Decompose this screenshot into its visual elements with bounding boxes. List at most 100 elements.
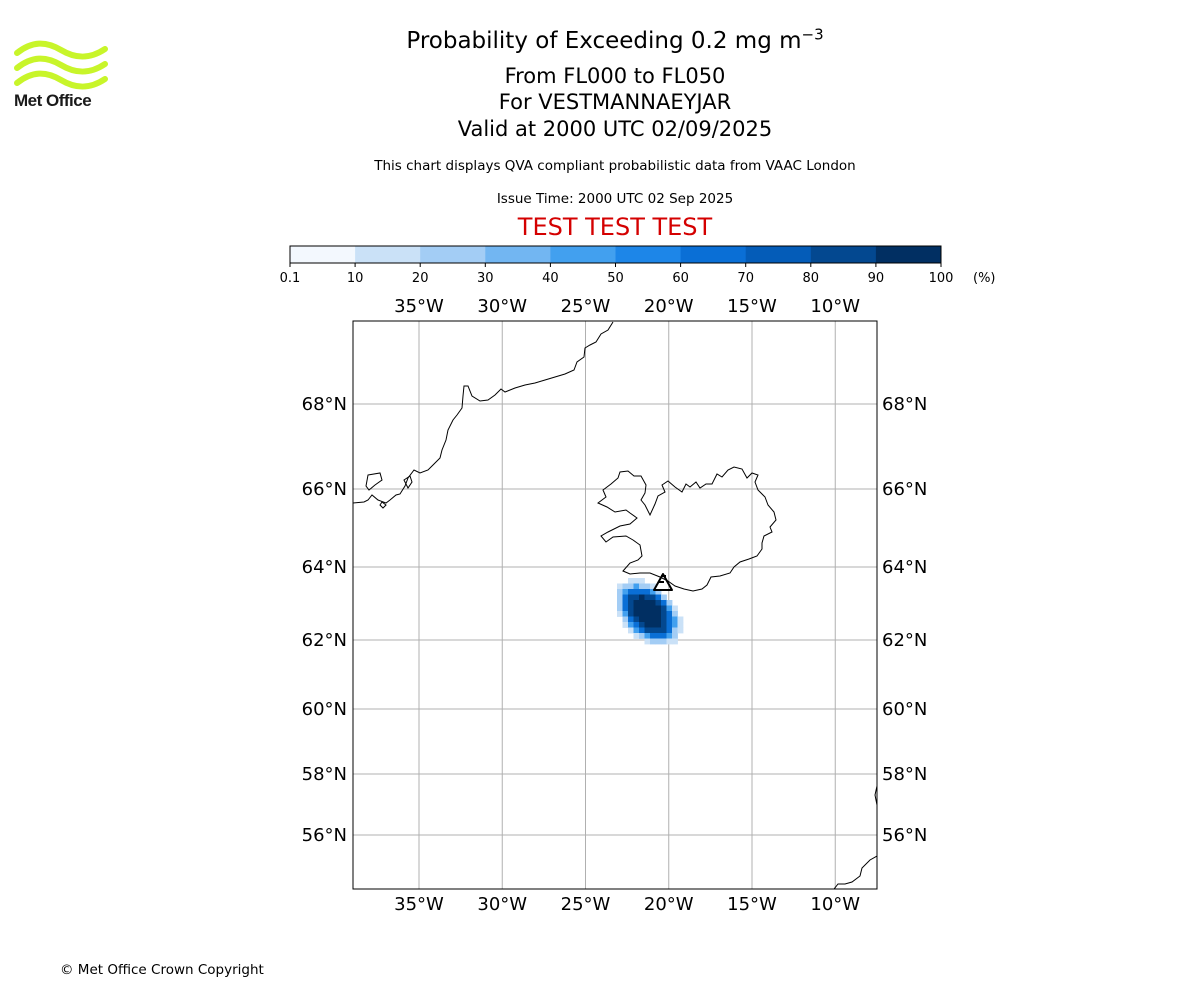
probability-cell <box>633 633 640 639</box>
probability-cell <box>655 589 662 595</box>
latitude-label: 56°N <box>882 825 927 846</box>
iceland-coastline <box>597 466 777 592</box>
probability-cell <box>650 616 656 623</box>
probability-cell <box>622 589 629 595</box>
probability-cell <box>639 594 645 601</box>
probability-cell <box>666 627 673 634</box>
probability-cell <box>639 627 645 634</box>
longitude-label: 20°W <box>644 894 694 915</box>
latitude-label: 68°N <box>302 394 347 415</box>
probability-cell <box>655 594 662 601</box>
probability-cell <box>666 616 673 623</box>
probability-cell <box>622 605 629 612</box>
colorbar-tick-label: 40 <box>542 271 559 286</box>
colorbar-swatch <box>290 246 356 263</box>
colorbar-swatch <box>875 246 942 263</box>
colorbar-swatch <box>680 246 747 263</box>
colorbar: 0.1 10 20 30 40 50 60 70 80 90 100 (%) <box>280 245 996 286</box>
colorbar-tick-label: 0.1 <box>280 271 301 286</box>
probability-cell <box>622 622 629 628</box>
probability-cell <box>672 627 678 634</box>
probability-cell <box>633 589 640 595</box>
probability-cell <box>639 583 645 590</box>
longitude-label: 20°W <box>644 296 694 317</box>
latitude-label: 60°N <box>882 699 927 720</box>
chart-title: Probability of Exceeding 0.2 mg m−3 <box>406 25 824 54</box>
probability-cell <box>655 627 662 634</box>
probability-cell <box>633 616 640 623</box>
probability-cell <box>639 589 645 595</box>
met-office-logo <box>14 40 108 90</box>
colorbar-tick-label: 50 <box>607 271 624 286</box>
probability-cell <box>628 594 634 601</box>
probability-cell <box>628 578 634 584</box>
probability-cell <box>622 600 629 606</box>
probability-cell <box>622 611 629 617</box>
graticule <box>353 321 877 889</box>
probability-cell <box>644 622 651 628</box>
probability-cell <box>661 594 667 601</box>
probability-cell <box>644 589 651 595</box>
probability-cell <box>628 622 634 628</box>
longitude-label: 10°W <box>810 894 860 915</box>
probability-cell <box>650 583 656 590</box>
colorbar-tick-label: 70 <box>737 271 754 286</box>
colorbar-swatch <box>420 246 486 263</box>
longitude-label: 25°W <box>561 894 611 915</box>
longitude-label: 30°W <box>477 894 527 915</box>
latitude-label: 58°N <box>302 764 347 785</box>
probability-cell <box>666 633 673 639</box>
latitude-label: 62°N <box>882 630 927 651</box>
probability-cell <box>661 633 667 639</box>
probability-cell <box>617 589 623 595</box>
probability-cell <box>650 594 656 601</box>
coastlines <box>353 321 877 889</box>
valid-time: Valid at 2000 UTC 02/09/2025 <box>457 117 773 141</box>
probability-cell <box>639 611 645 617</box>
logo-wordmark: Met Office <box>14 91 92 110</box>
probability-cell <box>655 605 662 612</box>
colorbar-swatch <box>745 246 812 263</box>
probability-cell <box>628 583 634 590</box>
probability-cell <box>628 627 634 634</box>
probability-cell <box>644 594 651 601</box>
probability-cell <box>622 594 629 601</box>
probability-cell <box>677 627 684 634</box>
latitude-label: 62°N <box>302 630 347 651</box>
probability-cell <box>639 605 645 612</box>
probability-cell <box>644 605 651 612</box>
probability-cell <box>633 611 640 617</box>
latitude-label: 56°N <box>302 825 347 846</box>
probability-cell <box>650 638 656 645</box>
colorbar-swatch <box>550 246 616 263</box>
probability-cell <box>666 611 673 617</box>
probability-cell <box>672 605 678 612</box>
longitude-label: 15°W <box>727 894 777 915</box>
probability-cell <box>677 622 684 628</box>
colorbar-tick-label: 30 <box>477 271 494 286</box>
probability-cell <box>650 633 656 639</box>
probability-cell <box>655 600 662 606</box>
copyright-notice: © Met Office Crown Copyright <box>60 962 264 978</box>
latitude-label: 64°N <box>302 557 347 578</box>
colorbar-tick-label: 10 <box>347 271 364 286</box>
colorbar-tick-label: 60 <box>672 271 689 286</box>
scotland-coastline <box>833 855 877 889</box>
latitude-label: 68°N <box>882 394 927 415</box>
probability-cell <box>661 627 667 634</box>
probability-cell <box>661 611 667 617</box>
probability-cell <box>633 594 640 601</box>
probability-cell <box>650 589 656 595</box>
probability-cell <box>639 616 645 623</box>
probability-cell <box>644 611 651 617</box>
probability-cell <box>666 600 673 606</box>
probability-cell <box>650 605 656 612</box>
probability-cell <box>617 605 623 612</box>
probability-cell <box>661 600 667 606</box>
latitude-label: 66°N <box>882 479 927 500</box>
probability-cell <box>672 638 678 645</box>
probability-cell <box>644 627 651 634</box>
probability-cell <box>644 600 651 606</box>
latitude-label: 66°N <box>302 479 347 500</box>
